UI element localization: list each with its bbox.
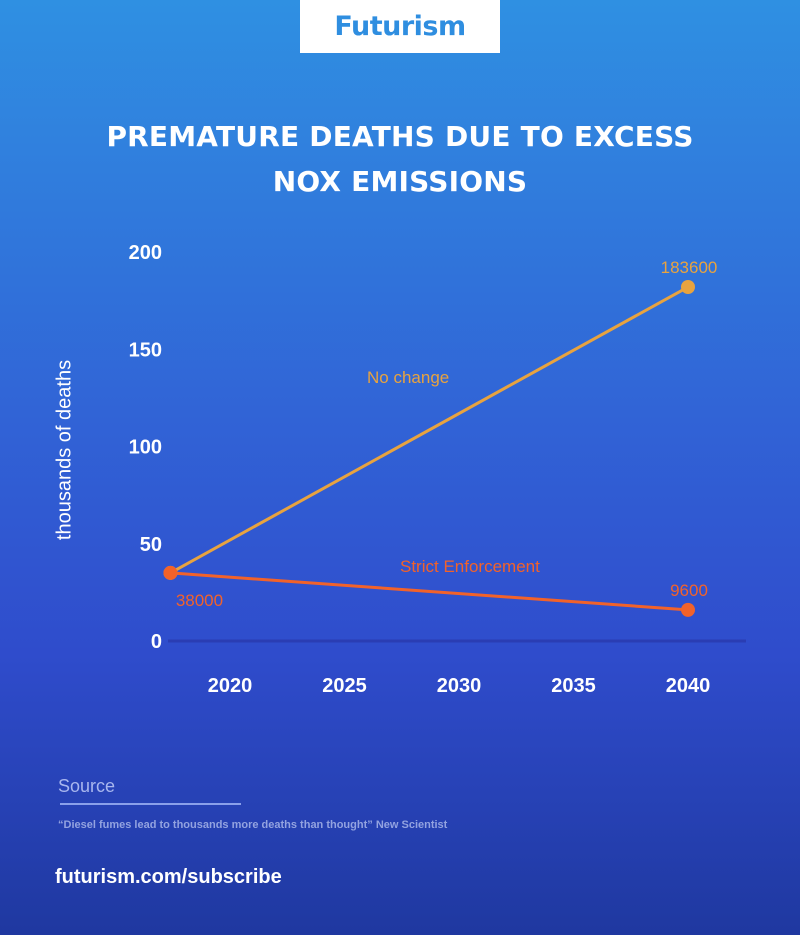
x-tick-label: 2020 xyxy=(208,675,253,697)
x-tick-label: 2040 xyxy=(666,675,711,697)
source-citation: “Diesel fumes lead to thousands more dea… xyxy=(58,819,448,831)
source-heading: Source xyxy=(58,776,116,796)
y-tick-label: 50 xyxy=(140,534,162,556)
x-tick-labels: 2020 2025 2030 2035 2040 xyxy=(208,675,711,697)
data-label-strict-enforcement: 38000 xyxy=(176,591,223,610)
x-tick-label: 2025 xyxy=(322,675,367,697)
data-label-no-change: 183600 xyxy=(661,258,718,277)
series-line-no-change xyxy=(169,285,689,575)
y-tick-label: 100 xyxy=(129,437,162,459)
x-tick-label: 2030 xyxy=(437,675,482,697)
y-tick-label: 200 xyxy=(129,242,162,264)
series-lines xyxy=(169,285,689,612)
title-line-2: NOX EMISSIONS xyxy=(272,165,528,198)
series-label-strict-enforcement: Strict Enforcement xyxy=(400,557,540,576)
source-divider xyxy=(60,803,241,805)
x-tick-label: 2035 xyxy=(551,675,596,697)
data-point-strict-enforcement xyxy=(681,602,695,617)
y-tick-label: 150 xyxy=(129,339,162,361)
series-label-no-change: No change xyxy=(367,368,449,387)
data-point-no-change xyxy=(681,280,695,295)
y-tick-label: 0 xyxy=(151,631,162,653)
logo-text: Futurism xyxy=(334,11,466,42)
series-points xyxy=(163,280,695,617)
point-labels: 183600 38000 9600 xyxy=(176,258,718,610)
subscribe-link[interactable]: futurism.com/subscribe xyxy=(55,866,282,888)
chart-title: PREMATURE DEATHS DUE TO EXCESS NOX EMISS… xyxy=(0,114,800,204)
title-line-1: PREMATURE DEATHS DUE TO EXCESS xyxy=(106,120,694,153)
futurism-logo: Futurism xyxy=(300,0,500,53)
data-point-strict-enforcement xyxy=(163,565,178,580)
series-line-strict-enforcement xyxy=(170,571,689,612)
y-tick-labels: 0 50 100 150 200 xyxy=(129,242,162,653)
data-label-strict-enforcement: 9600 xyxy=(670,581,708,600)
